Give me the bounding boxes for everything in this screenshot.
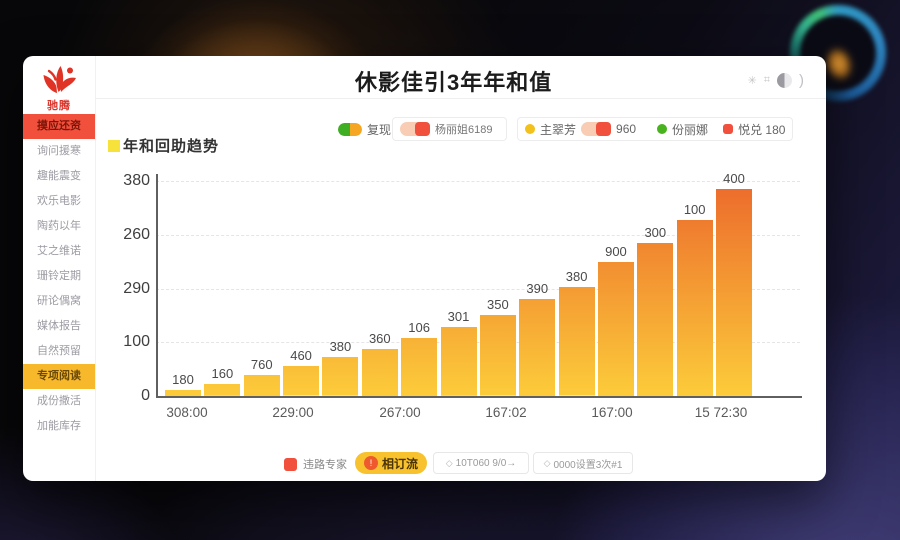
gridline (156, 181, 800, 182)
sidebar-menu: 摸应还资询问援寒趣能震变欢乐电影陶药以年艾之维诺珊铃定期研论偶窝媒体报告自然预留… (23, 114, 95, 439)
x-axis-label: 229:00 (272, 405, 314, 420)
diamond-icon: ◇ (543, 457, 551, 468)
logo-icon (43, 66, 76, 93)
bar (165, 389, 201, 396)
bar-value-label: 300 (644, 224, 667, 240)
x-axis-label: 167:02 (485, 405, 527, 420)
bar-value-label: 100 (683, 201, 706, 217)
sidebar-item[interactable]: 趣能震变 (37, 170, 81, 182)
bar-value-label: 160 (211, 366, 234, 382)
grid-icon[interactable]: ⌗ (763, 74, 770, 86)
bar-value-label: 380 (329, 339, 352, 355)
sidebar-item[interactable]: 摸应还资 (23, 114, 95, 139)
sidebar-item[interactable]: 专项阅读 (23, 364, 95, 389)
theme-toggle-icon[interactable] (777, 73, 792, 88)
sidebar-item[interactable]: 艾之维诺 (37, 245, 81, 257)
header-icons: ✳ ⌗ ) (748, 72, 804, 89)
page-title: 休影佳引3年年和值 (355, 70, 553, 95)
yellow-dot-swatch (525, 124, 535, 134)
red-square-swatch (284, 457, 297, 471)
bar-value-label: 380 (565, 269, 588, 285)
duo-swatch (338, 122, 362, 136)
bar (440, 327, 477, 396)
bar-value-label: 360 (368, 330, 391, 346)
sidebar: 驰腾 摸应还资询问援寒趣能震变欢乐电影陶药以年艾之维诺珊铃定期研论偶窝媒体报告自… (23, 56, 96, 481)
legend-box-1[interactable]: 杨丽姐6189 (392, 117, 507, 141)
sidebar-item[interactable]: 加能库存 (37, 420, 81, 432)
bar-value-label: 180 (172, 371, 194, 387)
pale-red-pill-swatch-2 (581, 122, 612, 136)
bar (283, 366, 320, 396)
legend-item-duo[interactable]: 复现 (338, 117, 391, 141)
y-axis-label: 100 (123, 333, 150, 351)
sparkle-icon[interactable]: ✳ (747, 75, 757, 87)
sidebar-item[interactable]: 珊铃定期 (37, 270, 81, 282)
yellow-bullet-icon (108, 139, 120, 152)
gridline (156, 342, 800, 344)
highlight-button[interactable]: ! 相订流 (355, 452, 428, 474)
y-axis-label: 290 (123, 279, 150, 297)
bar (322, 357, 359, 396)
legend-box-2[interactable]: 主翠芳 960 份丽娜 悦兑 180 (517, 117, 793, 141)
app-window: 驰腾 摸应还资询问援寒趣能震变欢乐电影陶药以年艾之维诺珊铃定期研论偶窝媒体报告自… (23, 56, 826, 481)
chart-section-title: 年和回助趋势 (108, 135, 219, 156)
chart-legend: 复现 杨丽姐6189 主翠芳 960 份丽娜 悦兑 180 (95, 117, 826, 141)
header-divider (95, 98, 826, 99)
footer-chip-1[interactable]: ◇ 10T060 9/0→ (433, 452, 529, 474)
alert-badge-icon: ! (364, 456, 378, 470)
bar-value-label: 301 (447, 309, 470, 325)
gridline (156, 288, 800, 290)
logo-text: 驰腾 (47, 100, 71, 112)
footer-chip-2[interactable]: ◇ 0000设置3次#1 (533, 452, 633, 474)
main-panel: 休影佳引3年年和值 ✳ ⌗ ) 复现 杨丽姐6189 主翠芳 960 (95, 56, 826, 481)
moon-icon[interactable]: ) (799, 72, 804, 89)
footer-legend-red[interactable]: 违路专家 (284, 452, 347, 476)
gridline (156, 234, 800, 236)
bar-value-label: 400 (723, 171, 745, 187)
bar-chart: 0 100 290 260 380 180 160 760 460 380 360 106 301 350… (95, 56, 826, 481)
x-axis-label: 308:00 (166, 405, 208, 420)
bar (676, 219, 713, 396)
sidebar-item[interactable]: 成份撒活 (37, 395, 81, 407)
sidebar-item[interactable]: 欢乐电影 (37, 195, 81, 207)
bar (204, 384, 241, 396)
sidebar-item[interactable]: 媒体报告 (37, 320, 81, 332)
bar (243, 374, 280, 396)
bar-value-label: 900 (605, 243, 627, 259)
y-axis-label: 0 (141, 387, 150, 404)
bar (519, 298, 556, 396)
footer-controls: 违路专家 ! 相订流 ◇ 10T060 9/0→ ◇ 0000设置3次#1 (95, 452, 826, 474)
bar-value-label: 350 (487, 297, 509, 313)
sidebar-item[interactable]: 研论偶窝 (37, 295, 81, 307)
x-axis-label: 267:00 (379, 405, 421, 420)
sidebar-item[interactable]: 自然预留 (37, 345, 81, 357)
y-axis-label: 260 (123, 225, 150, 243)
bar (401, 337, 438, 396)
bar (558, 287, 595, 396)
x-axis-label: 167:00 (591, 405, 633, 420)
bar (597, 261, 634, 396)
y-axis-line (156, 174, 158, 397)
bar-value-label: 106 (408, 319, 430, 335)
logo[interactable]: 驰腾 (23, 65, 95, 113)
pale-red-pill-swatch (400, 122, 430, 136)
bar-value-label: 390 (526, 280, 549, 296)
red-dot-swatch (723, 124, 734, 134)
sidebar-item[interactable]: 询问援寒 (37, 145, 81, 157)
bar-value-label: 460 (290, 348, 312, 364)
x-axis-line (156, 396, 802, 398)
bar (361, 348, 398, 396)
sidebar-item[interactable]: 陶药以年 (37, 220, 81, 232)
diamond-icon: ◇ (445, 457, 453, 468)
bar (716, 189, 753, 396)
bar (637, 242, 674, 396)
y-axis-label: 380 (123, 172, 150, 189)
x-axis-label: 15 72:30 (694, 405, 748, 420)
bar (479, 315, 516, 396)
green-dot-swatch (657, 124, 668, 134)
bar-value-label: 760 (250, 356, 273, 372)
